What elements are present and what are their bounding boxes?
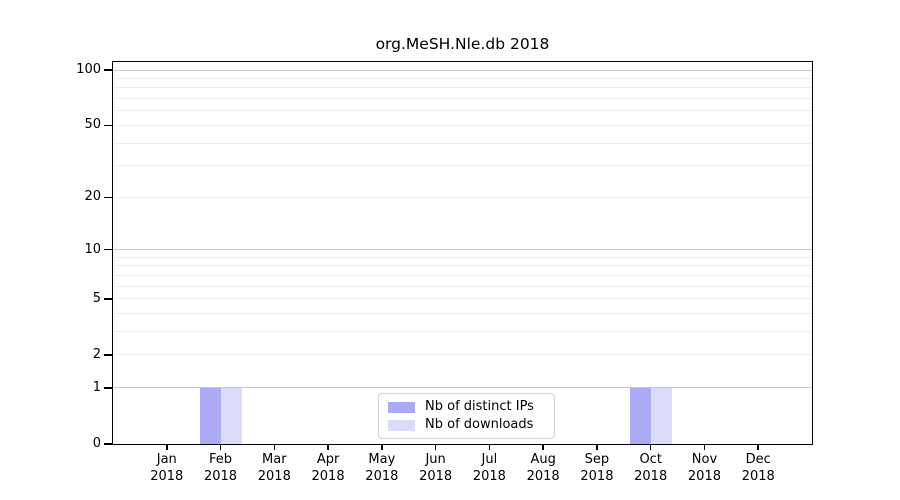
- y-tick: [104, 354, 112, 356]
- minor-gridline: [113, 196, 812, 198]
- minor-gridline: [113, 354, 812, 356]
- minor-gridline: [113, 110, 812, 112]
- y-tick: [104, 196, 112, 199]
- x-tick-label-month: Nov: [691, 452, 718, 467]
- legend-label-distinct-ips: Nb of distinct IPs: [425, 399, 534, 414]
- x-tick: [381, 444, 383, 450]
- minor-gridline: [113, 285, 812, 287]
- x-tick-label-year: 2018: [150, 469, 184, 484]
- y-tick: [104, 387, 112, 389]
- x-tick-label-year: 2018: [203, 469, 238, 484]
- x-tick: [434, 444, 437, 450]
- y-tick-label: 2: [92, 346, 101, 362]
- x-tick-label-month: Sep: [584, 452, 610, 467]
- legend-row-distinct-ips: Nb of distinct IPs: [388, 399, 554, 415]
- x-tick: [327, 444, 329, 450]
- x-tick-label-month: Apr: [316, 452, 340, 467]
- x-tick-label-year: 2018: [580, 469, 614, 484]
- x-tick: [542, 444, 544, 450]
- minor-gridline: [113, 77, 812, 79]
- minor-gridline: [113, 265, 812, 267]
- y-tick-label: 20: [84, 189, 101, 205]
- x-tick-label-year: 2018: [741, 469, 775, 484]
- x-tick-label-month: Mar: [262, 452, 287, 467]
- major-gridline: [113, 249, 812, 251]
- x-tick-label-year: 2018: [365, 469, 399, 484]
- y-tick-label: 100: [76, 62, 101, 77]
- y-tick-label: 1: [92, 379, 101, 395]
- minor-gridline: [113, 87, 812, 89]
- x-tick-label-month: Jul: [481, 452, 498, 467]
- x-tick-label-month: Feb: [209, 452, 233, 467]
- minor-gridline: [113, 298, 812, 300]
- x-tick: [703, 444, 706, 450]
- minor-gridline: [113, 274, 812, 276]
- chart-title: org.MeSH.Nle.db 2018: [375, 35, 550, 53]
- plot-area: [113, 62, 812, 444]
- y-tick-label: 10: [84, 241, 101, 257]
- x-tick: [219, 444, 222, 450]
- minor-gridline: [113, 165, 812, 167]
- bar-distinct-ips: [629, 387, 651, 444]
- x-tick-label-year: 2018: [419, 469, 453, 484]
- x-tick-label-year: 2018: [257, 469, 291, 484]
- x-tick-label-month: May: [368, 452, 396, 467]
- major-gridline: [113, 387, 812, 389]
- y-tick: [104, 443, 112, 445]
- x-tick-label-year: 2018: [687, 469, 721, 484]
- major-gridline: [113, 69, 812, 71]
- y-tick-label: 50: [84, 117, 101, 133]
- x-tick-label-month: Oct: [639, 452, 662, 467]
- legend-swatch-downloads: [388, 419, 415, 431]
- minor-gridline: [113, 313, 812, 315]
- legend: Nb of distinct IPs Nb of downloads: [378, 393, 555, 439]
- bar-downloads: [650, 387, 672, 444]
- y-tick: [104, 69, 112, 71]
- y-tick: [104, 124, 112, 127]
- minor-gridline: [113, 142, 812, 144]
- y-tick: [104, 298, 112, 300]
- legend-swatch-distinct-ips: [388, 401, 415, 413]
- legend-row-downloads: Nb of downloads: [388, 417, 554, 433]
- x-tick: [596, 444, 598, 450]
- x-tick: [166, 444, 168, 450]
- x-tick-label-month: Aug: [530, 452, 556, 467]
- x-tick: [757, 444, 759, 450]
- x-tick-label-year: 2018: [526, 469, 560, 484]
- x-tick-label-year: 2018: [311, 469, 345, 484]
- y-tick: [104, 248, 112, 251]
- y-tick-label: 0: [92, 436, 101, 451]
- bar-downloads: [220, 387, 242, 444]
- minor-gridline: [113, 331, 812, 333]
- minor-gridline: [113, 98, 812, 100]
- legend-label-downloads: Nb of downloads: [425, 417, 534, 432]
- bar-distinct-ips: [199, 387, 221, 444]
- y-tick-label: 5: [92, 290, 101, 306]
- x-tick-label-month: Jan: [156, 452, 177, 467]
- x-tick: [488, 444, 491, 450]
- minor-gridline: [113, 124, 812, 126]
- x-tick-label-month: Jun: [425, 452, 446, 467]
- minor-gridline: [113, 256, 812, 258]
- x-tick-label-year: 2018: [472, 469, 506, 484]
- x-tick-label-month: Dec: [745, 452, 771, 467]
- x-tick: [649, 444, 652, 450]
- x-tick: [273, 444, 276, 450]
- x-tick-label-year: 2018: [634, 469, 668, 484]
